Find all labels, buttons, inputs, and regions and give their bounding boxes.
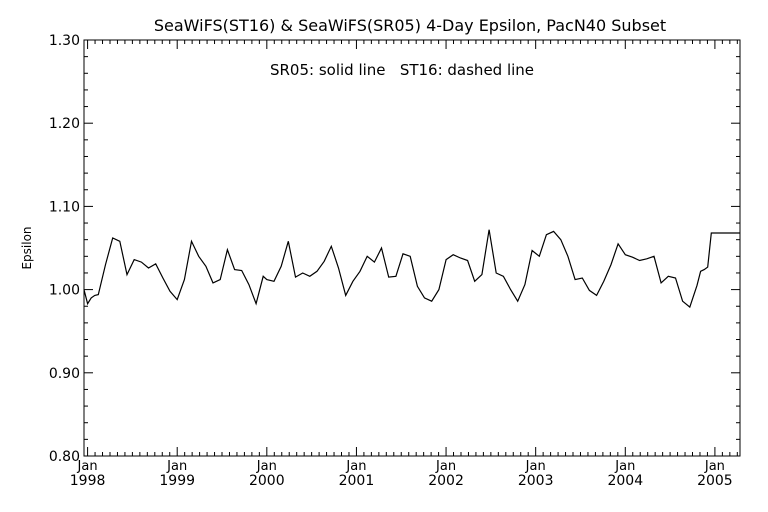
x-tick-label-month: Jan (166, 459, 187, 474)
x-tick-label-year: 2003 (518, 473, 554, 489)
series-layer (83, 229, 740, 309)
x-tick-label-year: 2001 (339, 473, 375, 489)
x-tick-label-year: 2002 (428, 473, 464, 489)
y-tick-label: 1.20 (49, 116, 80, 132)
x-tick-label-month: Jan (525, 459, 546, 474)
y-tick-label: 1.30 (49, 33, 80, 49)
y-axis-ticks: 0.80 0.90 1.00 1.10 1.20 1.30 (49, 33, 740, 465)
y-tick-label: 1.10 (49, 199, 80, 215)
x-tick-label-year: 2004 (607, 473, 643, 489)
x-tick-label-year: 1999 (159, 473, 195, 489)
y-tick-label: 1.00 (49, 283, 80, 299)
x-tick-label-year: 1998 (70, 473, 106, 489)
x-tick-label-year: 2000 (249, 473, 285, 489)
plot-frame (83, 39, 741, 457)
x-tick-label-month: Jan (77, 459, 98, 474)
y-tick-label: 0.90 (49, 366, 80, 382)
x-tick-label-month: Jan (614, 459, 635, 474)
x-tick-label-month: Jan (435, 459, 456, 474)
x-tick-label-month: Jan (345, 459, 366, 474)
series-line-solid (83, 229, 740, 309)
x-tick-label-year: 2005 (697, 473, 733, 489)
y-tick-label: 0.80 (49, 449, 80, 465)
legend-annotation: SR05: solid line ST16: dashed line (270, 61, 534, 79)
x-tick-label-month: Jan (256, 459, 277, 474)
y-axis-label: Epsilon (20, 226, 34, 269)
chart-title: SeaWiFS(ST16) & SeaWiFS(SR05) 4-Day Epsi… (154, 16, 666, 35)
x-tick-label-month: Jan (704, 459, 725, 474)
x-axis-ticks: Jan1998Jan1999Jan2000Jan2001Jan2002Jan20… (70, 40, 738, 489)
